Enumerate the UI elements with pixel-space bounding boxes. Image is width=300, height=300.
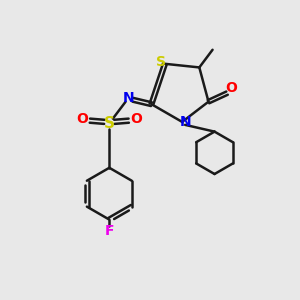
Text: S: S [104, 116, 115, 130]
Text: N: N [180, 116, 191, 130]
Text: O: O [76, 112, 88, 126]
Text: O: O [130, 112, 142, 126]
Text: F: F [105, 224, 114, 238]
Text: O: O [225, 81, 237, 95]
Text: S: S [156, 55, 167, 69]
Text: N: N [123, 91, 134, 105]
